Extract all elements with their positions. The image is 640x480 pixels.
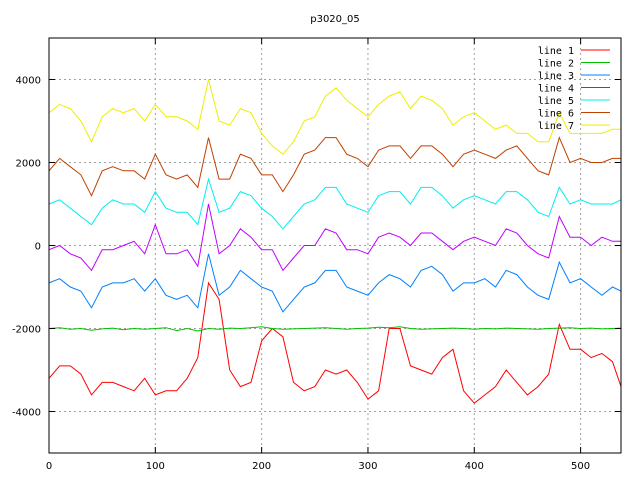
x-tick-label: 0: [46, 461, 52, 472]
series-line-1: [48, 281, 622, 404]
y-tick-label: -4000: [12, 408, 41, 419]
series-line-4: [48, 203, 621, 272]
y-tick-label: -2000: [12, 325, 41, 336]
legend-label: line 6: [538, 109, 574, 120]
legend-label: line 3: [538, 71, 574, 82]
series-line-5: [48, 177, 622, 230]
y-tick-label: 2000: [16, 159, 41, 170]
series-line-3: [48, 253, 622, 313]
x-tick-label: 200: [252, 461, 271, 472]
x-tick-label: 300: [358, 461, 377, 472]
legend-label: line 2: [538, 59, 574, 70]
x-tick-label: 100: [146, 461, 165, 472]
series-line-2: [48, 326, 622, 332]
y-tick-label: 0: [35, 242, 41, 253]
legend-label: line 4: [538, 84, 574, 95]
series-line-6: [48, 136, 621, 197]
series-lines: [48, 79, 622, 404]
legend-label: line 7: [538, 121, 574, 132]
y-tick-label: 4000: [16, 76, 41, 87]
chart-title: p3020_05: [310, 14, 360, 25]
series-line-7: [48, 79, 621, 155]
grid: [49, 38, 621, 453]
legend-label: line 1: [538, 46, 574, 57]
x-tick-label: 500: [571, 461, 590, 472]
legend-label: line 5: [538, 96, 574, 107]
x-tick-label: 400: [465, 461, 484, 472]
axes: 0 100 200 300 400 500 -4000 -2000 0 2000 4000: [12, 38, 621, 472]
